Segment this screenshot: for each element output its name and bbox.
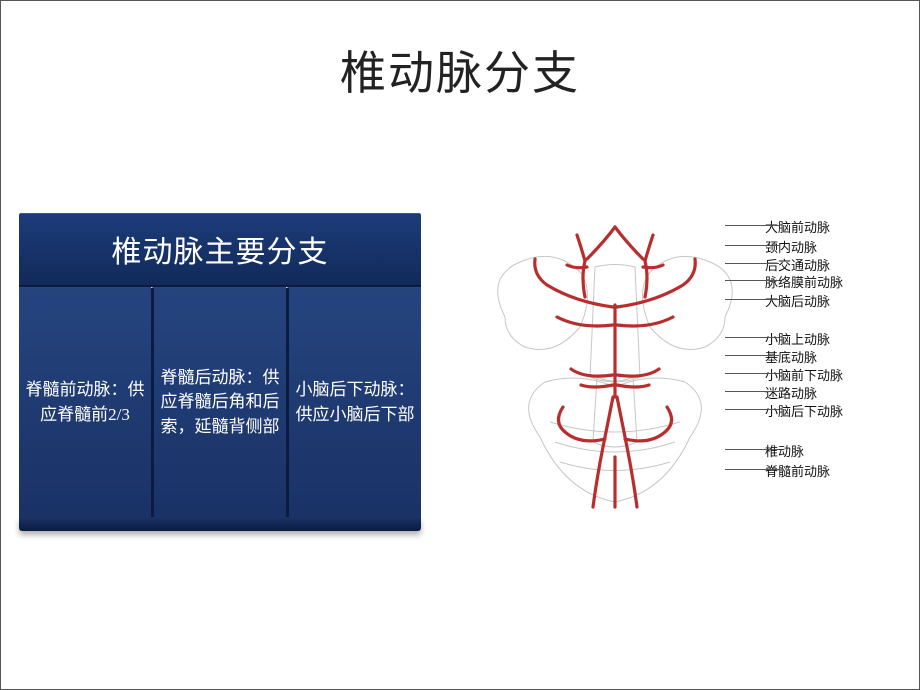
branches-panel: 椎动脉主要分支 脊髓前动脉：供应脊髓前2/3 脊髓后动脉：供应脊髓后角和后索，延…: [19, 213, 421, 531]
diagram-labels: 大脑前动脉 颈内动脉 后交通动脉 脉络膜前动脉 大脑后动脉 小脑上动脉 基底动脉…: [747, 207, 885, 521]
panel-column: 脊髓前动脉：供应脊髓前2/3: [19, 287, 154, 517]
artery-label: 脉络膜前动脉: [765, 272, 843, 291]
artery-label: 颈内动脉: [765, 237, 817, 256]
artery-label: 迷路动脉: [765, 383, 817, 402]
panel-header: 椎动脉主要分支: [19, 213, 421, 287]
artery-label: 小脑上动脉: [765, 329, 830, 348]
artery-label: 大脑前动脉: [765, 217, 830, 236]
panel-column: 脊髓后动脉：供应脊髓后角和后索，延髓背侧部: [154, 287, 289, 517]
artery-label: 基底动脉: [765, 347, 817, 366]
artery-label: 小脑前下动脉: [765, 365, 843, 384]
panel-column: 小脑后下动脉：供应小脑后下部: [289, 287, 421, 517]
brain-arteries-svg: [485, 207, 745, 521]
artery-label: 小脑后下动脉: [765, 401, 843, 420]
panel-footer: [19, 517, 421, 531]
artery-label: 椎动脉: [765, 441, 804, 460]
artery-label: 脊髓前动脉: [765, 461, 830, 480]
slide-title: 椎动脉分支: [1, 37, 919, 103]
anatomy-diagram: 大脑前动脉 颈内动脉 后交通动脉 脉络膜前动脉 大脑后动脉 小脑上动脉 基底动脉…: [485, 207, 885, 521]
artery-label: 大脑后动脉: [765, 291, 830, 310]
panel-body: 脊髓前动脉：供应脊髓前2/3 脊髓后动脉：供应脊髓后角和后索，延髓背侧部 小脑后…: [19, 287, 421, 517]
